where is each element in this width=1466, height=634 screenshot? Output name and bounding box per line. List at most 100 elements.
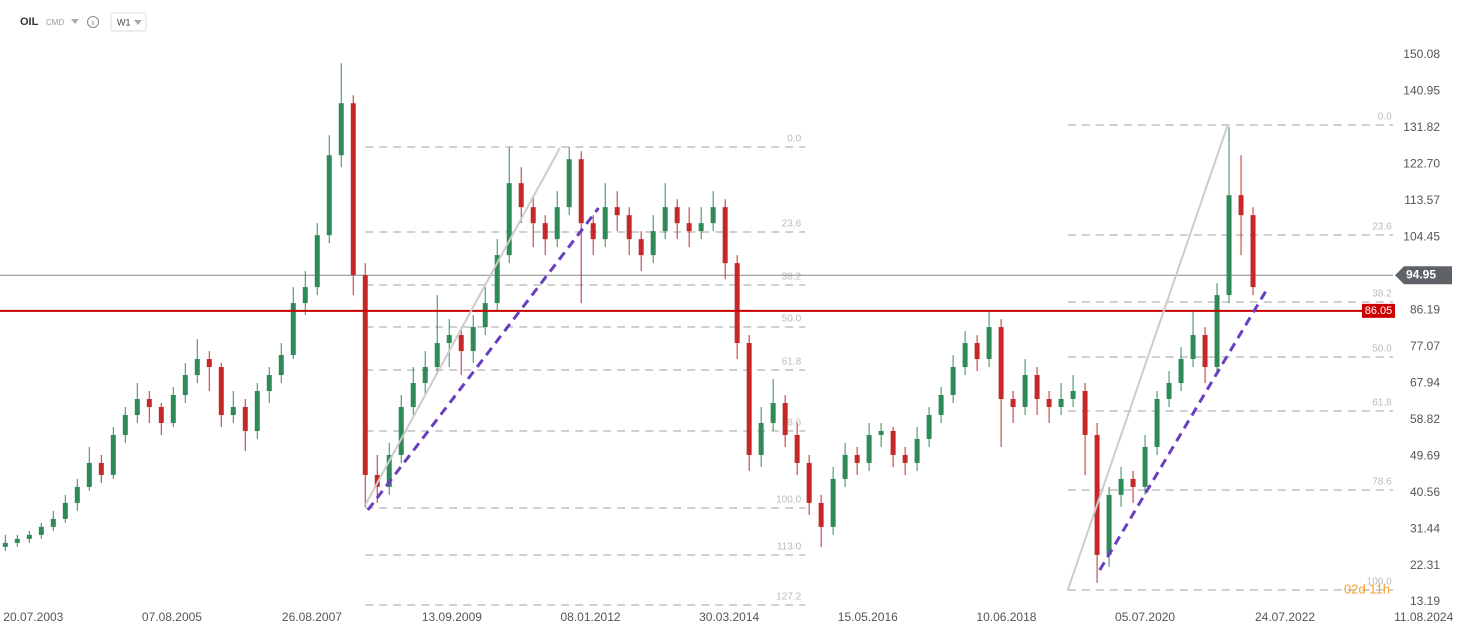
y-tick-label: 140.95 (1403, 84, 1440, 98)
y-tick-label: 22.31 (1410, 558, 1440, 572)
candle-body (890, 430, 896, 455)
timeframe-button[interactable] (110, 12, 147, 32)
trendline (1066, 124, 1229, 591)
candle-body (302, 287, 308, 304)
candle-body (746, 343, 752, 455)
candle-body (950, 367, 956, 395)
level-label: 86.05 (1365, 305, 1393, 317)
candle-body (14, 538, 20, 543)
candle-body (554, 207, 560, 240)
candle-body (1034, 375, 1040, 399)
candle-body (362, 275, 368, 475)
candle-body (566, 159, 572, 208)
fib-label: 0.0 (1378, 112, 1392, 123)
candle-body (182, 375, 188, 395)
candle-body (518, 183, 524, 208)
candle-body (326, 155, 332, 236)
candle-body (458, 335, 464, 352)
candle-body (446, 335, 452, 344)
dropdown-arrow[interactable] (71, 19, 79, 24)
candle-body (698, 223, 704, 232)
candle-body (122, 414, 128, 435)
fib-label: 23.6 (782, 219, 802, 230)
candle-body (1082, 390, 1088, 435)
candle-body (614, 207, 620, 216)
y-tick-label: 113.57 (1404, 193, 1440, 207)
x-tick-label: 24.07.2022 (1255, 610, 1315, 624)
trendline (1098, 287, 1269, 571)
candle-body (206, 359, 212, 368)
candle-body (866, 434, 872, 463)
candle-body (998, 327, 1004, 399)
x-tick-label: 07.08.2005 (142, 610, 202, 624)
candle-body (470, 327, 476, 352)
fib-label: 78.6 (1372, 477, 1392, 488)
candle-body (1118, 478, 1124, 495)
candle-body (98, 462, 104, 475)
candle-body (758, 422, 764, 455)
candle-body (50, 518, 56, 527)
candle-body (266, 375, 272, 391)
symbol: OIL (20, 16, 39, 28)
candle-body (134, 398, 140, 415)
candle-body (818, 502, 824, 527)
candle-body (1010, 398, 1016, 407)
candle-body (830, 478, 836, 527)
candle-body (782, 402, 788, 435)
x-tick-label: 15.05.2016 (838, 610, 898, 624)
x-tick-label: 10.06.2018 (976, 610, 1036, 624)
fib-label: 38.2 (782, 272, 802, 283)
candle-body (1178, 359, 1184, 384)
candle-body (674, 207, 680, 224)
level-label-bg (1362, 303, 1395, 318)
x-tick-label: 26.08.2007 (282, 610, 342, 624)
trendline (366, 207, 600, 511)
candle-body (62, 502, 68, 519)
x-tick-label: 11.08.2024 (1394, 610, 1453, 624)
y-tick-label: 40.56 (1410, 485, 1440, 499)
candle-body (434, 343, 440, 368)
candle-body (806, 462, 812, 503)
candle-body (1202, 335, 1208, 368)
candle-body (1250, 215, 1256, 288)
timeframe: W1 (117, 17, 131, 27)
candle-body (158, 406, 164, 423)
candle-body (26, 534, 32, 539)
last-price-label-bg (1395, 266, 1452, 285)
y-tick-label: 58.82 (1410, 412, 1440, 426)
candle-body (398, 406, 404, 455)
fib-label: 100.0 (776, 495, 801, 506)
candle-body (1142, 446, 1148, 487)
candle-body (1130, 478, 1136, 487)
candle-body (1190, 335, 1196, 360)
candle-body (314, 235, 320, 288)
x-tick-label: 08.01.2012 (560, 610, 620, 624)
candle-body (974, 343, 980, 360)
candle-body (194, 359, 200, 376)
dropdown-arrow (134, 20, 142, 25)
y-tick-label: 104.45 (1403, 230, 1440, 244)
candle-body (926, 414, 932, 439)
y-tick-label: 13.19 (1410, 594, 1440, 608)
y-tick-label: 67.94 (1410, 375, 1440, 389)
candle-body (1154, 398, 1160, 447)
fib-label: 0.0 (787, 134, 801, 145)
candle-body (1238, 195, 1244, 216)
x-tick-label: 13.09.2009 (422, 610, 482, 624)
info-icon[interactable] (87, 16, 99, 28)
candle-body (638, 239, 644, 256)
candle-body (710, 207, 716, 224)
candle-body (962, 343, 968, 368)
candle-body (506, 183, 512, 256)
candle-body (86, 462, 92, 487)
candle-body (734, 263, 740, 344)
candle-body (38, 526, 44, 535)
candle-body (1214, 295, 1220, 368)
countdown: 02d 11h (1344, 581, 1390, 596)
x-tick-label: 30.03.2014 (699, 610, 759, 624)
candle-body (542, 223, 548, 240)
y-tick-label: 31.44 (1410, 521, 1440, 535)
candle-body (722, 207, 728, 264)
candle-body (1094, 434, 1100, 555)
